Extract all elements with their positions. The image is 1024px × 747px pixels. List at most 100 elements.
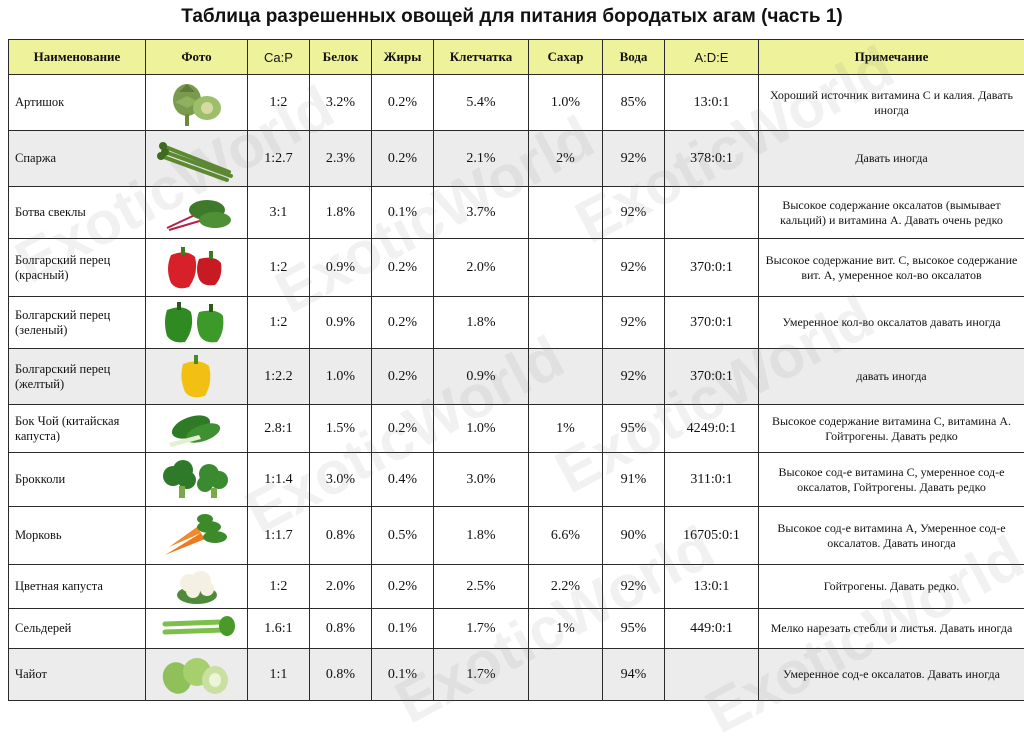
cell-photo [146,405,248,453]
table-row: Болгарский перец (зеленый) 1:2 0.9% 0.2%… [9,297,1024,349]
cell-sugar: 1% [529,405,603,453]
cell-sugar: 2.2% [529,565,603,609]
cell-ca-p: 1:1.7 [248,507,310,565]
cell-note: Хороший источник витамина С и калия. Дав… [759,75,1024,131]
cell-water: 90% [603,507,665,565]
cell-ade: 370:0:1 [665,349,759,405]
celery-image [157,612,237,646]
cell-fat: 0.2% [372,239,434,297]
cell-protein: 3.0% [310,453,372,507]
cell-name: Болгарский перец (красный) [9,239,146,297]
cell-ca-p: 1:2 [248,565,310,609]
cell-protein: 3.2% [310,75,372,131]
table-row: Сельдерей 1.6:1 0.8% 0.1% 1.7% 1% 95% 44… [9,609,1024,649]
cell-protein: 0.8% [310,649,372,701]
cell-photo [146,239,248,297]
cell-water: 85% [603,75,665,131]
cell-ade: 13:0:1 [665,565,759,609]
cell-protein: 0.8% [310,609,372,649]
cell-ade: 16705:0:1 [665,507,759,565]
cell-fat: 0.2% [372,349,434,405]
table-row: Артишок 1:2 3.2% 0.2% 5.4% 1.0% 85% 13:0… [9,75,1024,131]
cell-photo [146,75,248,131]
cell-ca-p: 1:2.2 [248,349,310,405]
cell-fiber: 1.7% [434,649,529,701]
cell-fiber: 2.1% [434,131,529,187]
table-row: Болгарский перец (желтый) 1:2.2 1.0% 0.2… [9,349,1024,405]
cell-sugar: 1.0% [529,75,603,131]
cell-photo [146,507,248,565]
cell-photo [146,649,248,701]
header-ca-p: Ca:P [248,40,310,75]
cell-note: Высокое содержание витамина С, витамина … [759,405,1024,453]
cell-water: 92% [603,131,665,187]
cell-water: 92% [603,187,665,239]
cauliflower-image [157,567,237,607]
cell-note: Давать иногда [759,131,1024,187]
cell-fiber: 1.0% [434,405,529,453]
cell-name: Цветная капуста [9,565,146,609]
cell-water: 92% [603,297,665,349]
cell-water: 92% [603,565,665,609]
cell-ade: 378:0:1 [665,131,759,187]
cell-ca-p: 1:1.4 [248,453,310,507]
cell-sugar [529,649,603,701]
cell-sugar [529,239,603,297]
table-row: Ботва свеклы 3:1 1.8% 0.1% 3.7% 92% Высо… [9,187,1024,239]
cell-ca-p: 1:2 [248,239,310,297]
table-row: Цветная капуста 1:2 2.0% 0.2% 2.5% 2.2% … [9,565,1024,609]
cell-note: Высокое сод-е витамина С, умеренное сод-… [759,453,1024,507]
cell-name: Морковь [9,507,146,565]
cell-water: 95% [603,405,665,453]
cell-name: Чайот [9,649,146,701]
cell-ca-p: 1.6:1 [248,609,310,649]
cell-sugar: 6.6% [529,507,603,565]
cell-sugar: 1% [529,609,603,649]
header-ade: A:D:E [665,40,759,75]
red-pepper-image [157,243,237,293]
cell-photo [146,131,248,187]
cell-sugar: 2% [529,131,603,187]
cell-protein: 0.9% [310,239,372,297]
cell-ca-p: 2.8:1 [248,405,310,453]
header-name: Наименование [9,40,146,75]
cell-photo [146,349,248,405]
cell-note: Высокое содержание оксалатов (вымывает к… [759,187,1024,239]
page-title: Таблица разрешенных овощей для питания б… [0,2,1024,32]
cell-name: Артишок [9,75,146,131]
cell-ade: 13:0:1 [665,75,759,131]
cell-name: Болгарский перец (желтый) [9,349,146,405]
cell-sugar [529,297,603,349]
cell-fat: 0.2% [372,405,434,453]
beet-greens-image [157,190,237,236]
cell-ade [665,649,759,701]
cell-fat: 0.4% [372,453,434,507]
cell-photo [146,187,248,239]
table-row: Морковь 1:1.7 0.8% 0.5% 1.8% 6.6% 90% 16… [9,507,1024,565]
cell-fat: 0.2% [372,75,434,131]
cell-name: Ботва свеклы [9,187,146,239]
cell-name: Бок Чой (китайская капуста) [9,405,146,453]
table-row: Спаржа 1:2.7 2.3% 0.2% 2.1% 2% 92% 378:0… [9,131,1024,187]
chayote-image [157,652,237,698]
cell-name: Сельдерей [9,609,146,649]
cell-fiber: 2.5% [434,565,529,609]
cell-protein: 2.0% [310,565,372,609]
cell-photo [146,609,248,649]
cell-fat: 0.1% [372,609,434,649]
cell-name: Болгарский перец (зеленый) [9,297,146,349]
vegetables-table: Наименование Фото Ca:P Белок Жиры Клетча… [8,39,1024,701]
table-row: Бок Чой (китайская капуста) 2.8:1 1.5% 0… [9,405,1024,453]
cell-name: Брокколи [9,453,146,507]
cell-fat: 0.2% [372,297,434,349]
table-row: Чайот 1:1 0.8% 0.1% 1.7% 94% Умеренное с… [9,649,1024,701]
cell-protein: 1.8% [310,187,372,239]
cell-sugar [529,187,603,239]
cell-ade: 4249:0:1 [665,405,759,453]
cell-photo [146,297,248,349]
cell-fat: 0.2% [372,565,434,609]
cell-fat: 0.1% [372,187,434,239]
cell-fat: 0.2% [372,131,434,187]
cell-note: Высокое содержание вит. С, высокое содер… [759,239,1024,297]
cell-water: 92% [603,349,665,405]
